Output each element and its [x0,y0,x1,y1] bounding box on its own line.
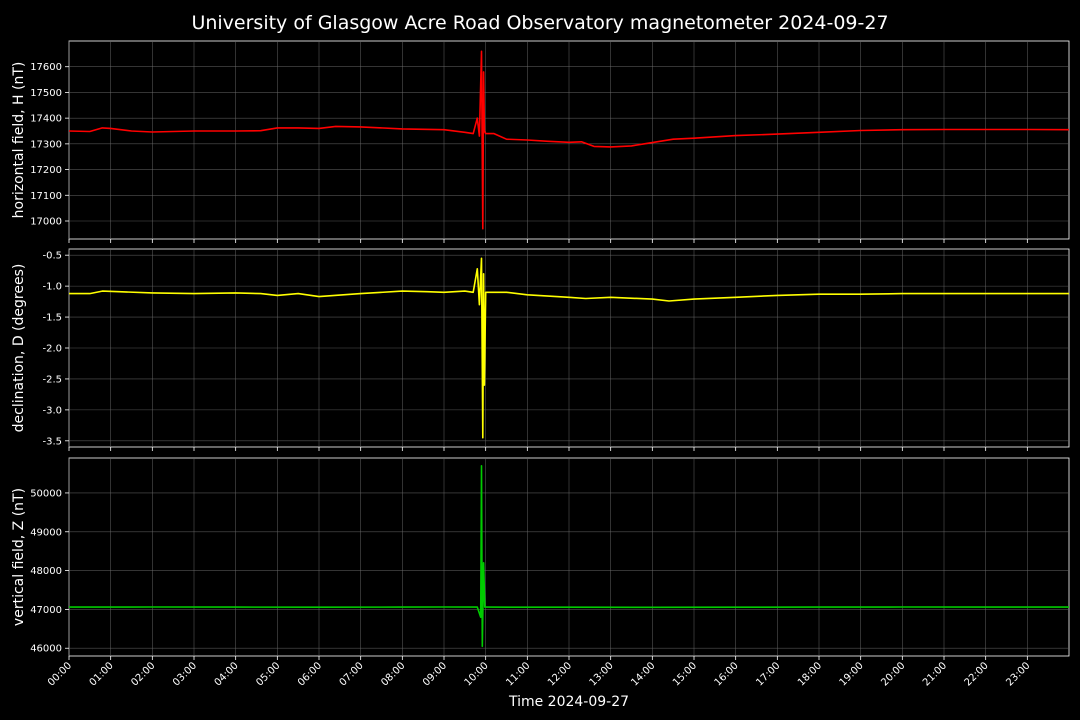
x-tick-label: 09:00 [421,660,449,688]
y-tick-label: 17400 [30,114,62,125]
x-tick-label: 17:00 [754,660,782,688]
x-tick-label: 21:00 [921,660,949,688]
y-tick-label: -0.5 [42,251,62,262]
x-tick-label: 07:00 [338,660,366,688]
y-axis-label: horizontal field, H (nT) [11,62,27,219]
panel-0: 17000 17100 17200 17300 17400 17500 17600horiz… [11,40,1070,243]
x-tick-label: 19:00 [838,660,866,688]
y-tick-label: 17100 [30,191,62,202]
x-tick-label: 03:00 [171,660,199,688]
x-tick-label: 11:00 [504,660,532,688]
x-tick-label: 08:00 [379,660,407,688]
x-tick-label: 22:00 [963,660,991,688]
y-tick-label: -1.5 [42,313,62,324]
y-tick-label: -1.0 [42,282,62,293]
series-line-2-0 [68,464,1069,648]
y-tick-label: -3.0 [42,405,62,416]
x-tick-label: 12:00 [546,660,574,688]
x-tick-label: 15:00 [671,660,699,688]
y-tick-label: 50000 [30,488,62,499]
y-tick-label: 17500 [30,88,62,99]
x-axis-label: Time 2024-09-27 [508,694,629,710]
x-tick-label: 20:00 [879,660,907,688]
y-tick-label: -3.5 [42,436,62,447]
x-tick-label: 13:00 [588,660,616,688]
x-tick-label: 10:00 [463,660,491,688]
y-tick-label: 17000 [30,217,62,228]
series-line-1-0 [69,257,1069,439]
panels: 17000 17100 17200 17300 17400 17500 17600horiz… [11,40,1070,689]
series-line-0-0 [68,50,1070,230]
y-tick-label: 47000 [30,605,62,616]
y-tick-label: 48000 [30,566,62,577]
x-tick-label: 00:00 [46,660,74,688]
y-axis-label: declination, D (degrees) [11,264,27,433]
x-tick-label: 04:00 [213,660,241,688]
y-tick-label: 17600 [30,62,62,73]
y-tick-label: 46000 [30,644,62,655]
x-tick-label: 23:00 [1004,660,1032,688]
chart-title: University of Glasgow Acre Road Observat… [191,12,888,34]
x-tick-label: 01:00 [88,660,116,688]
x-tick-label: 06:00 [296,660,324,688]
y-tick-label: 17300 [30,139,62,150]
panel-1: -0.5 -1.0 -1.5 -2.0 -2.5 -3.0 -3.5 declination,… [11,248,1070,451]
x-tick-label: 18:00 [796,660,824,688]
y-tick-label: 17200 [30,165,62,176]
y-tick-label: -2.0 [42,344,62,355]
x-tick-label: 02:00 [129,660,157,688]
y-axis-label: vertical field, Z (nT) [11,488,27,626]
y-tick-label: -2.5 [42,374,62,385]
x-tick-label: 16:00 [713,660,741,688]
x-tick-label: 14:00 [629,660,657,688]
x-tick-label: 05:00 [254,660,282,688]
y-tick-label: 49000 [30,527,62,538]
